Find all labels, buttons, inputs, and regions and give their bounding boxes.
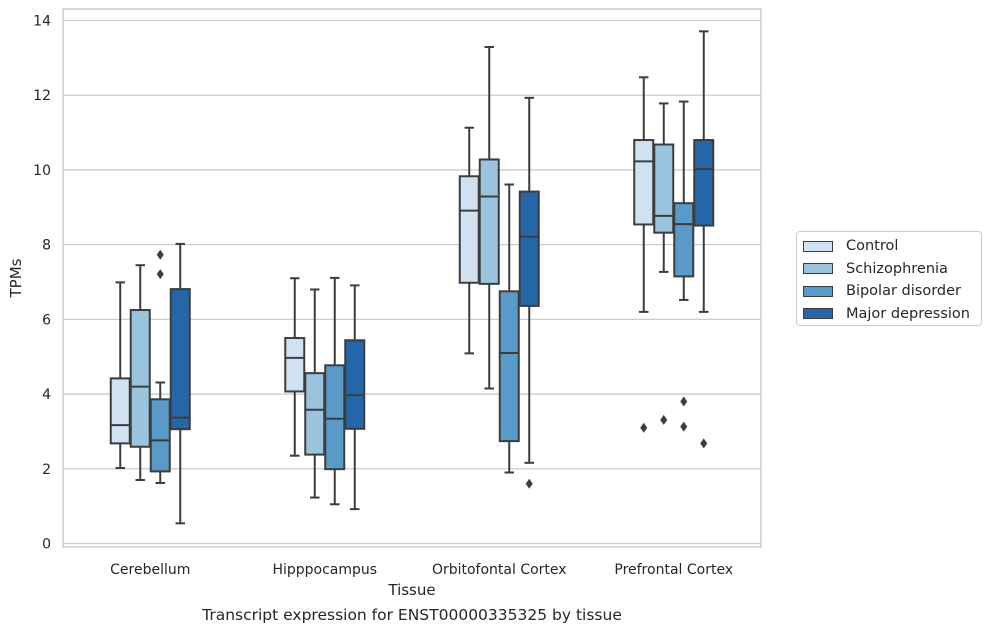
legend-item: Major depression — [803, 303, 981, 326]
box-schizophrenia — [129, 264, 151, 481]
legend-label: Schizophrenia — [846, 260, 948, 277]
y-tick-label: 8 — [42, 238, 51, 254]
box-control — [284, 277, 306, 457]
x-axis-label: Tissue — [387, 581, 435, 599]
x-tick-label: Orbitofontal Cortex — [432, 562, 567, 578]
box-iqr — [498, 290, 520, 443]
legend-label: Control — [846, 238, 899, 255]
y-tick-label: 4 — [42, 387, 51, 403]
legend-item: Control — [803, 235, 981, 258]
x-tick-label: Prefrontal Cortex — [614, 562, 733, 578]
outlier-point — [525, 478, 533, 489]
box-schizophrenia — [304, 288, 326, 499]
y-tick-label: 14 — [33, 14, 51, 30]
box-iqr — [673, 202, 695, 278]
box-iqr — [653, 143, 675, 234]
box-control — [633, 76, 655, 433]
y-tick-labels: 0 2 4 6 8 10 12 14 — [33, 14, 51, 553]
box-schizophrenia — [653, 102, 675, 425]
box-schizophrenia — [478, 46, 500, 390]
legend: Control Schizophrenia Bipolar disorder Majo… — [796, 231, 982, 326]
outlier-point — [660, 414, 668, 425]
box-iqr — [344, 339, 366, 430]
box-iqr — [109, 377, 131, 445]
y-tick-label: 6 — [42, 312, 51, 328]
x-tick-label: Cerebellum — [110, 562, 190, 578]
box-iqr — [129, 309, 151, 448]
y-tick-label: 2 — [42, 462, 51, 478]
outlier-point — [700, 438, 708, 449]
box-iqr — [324, 364, 346, 471]
box-major-depression — [518, 96, 540, 489]
legend-item: Bipolar disorder — [803, 280, 981, 303]
box-bipolar-disorder — [149, 249, 171, 484]
box-bipolar-disorder — [673, 100, 695, 432]
box-iqr — [478, 158, 500, 285]
plot-frame — [62, 8, 762, 548]
y-tick-label: 12 — [33, 88, 51, 104]
outlier-point — [680, 396, 688, 407]
box-bipolar-disorder — [324, 276, 346, 506]
legend-swatch — [803, 308, 833, 320]
legend-swatch — [803, 240, 833, 252]
y-tick-label: 0 — [42, 537, 51, 553]
box-bipolar-disorder — [498, 183, 520, 474]
outlier-point — [156, 249, 164, 260]
x-tick-label: Hipppocampus — [272, 562, 377, 578]
box-major-depression — [169, 242, 191, 525]
box-iqr — [458, 175, 480, 284]
box-iqr — [633, 139, 655, 226]
legend-swatch — [803, 263, 833, 275]
boxes — [109, 30, 715, 525]
box-iqr — [518, 190, 540, 307]
chart-caption: Transcript expression for ENST0000033532… — [202, 606, 622, 624]
box-control — [109, 281, 131, 470]
box-iqr — [304, 372, 326, 456]
box-iqr — [169, 288, 191, 431]
box-major-depression — [693, 30, 715, 449]
outlier-point — [680, 421, 688, 432]
outlier-point — [156, 269, 164, 280]
y-axis-label: TPMs — [7, 258, 25, 298]
legend-item: Schizophrenia — [803, 258, 981, 281]
box-iqr — [149, 398, 171, 473]
box-iqr — [693, 139, 715, 227]
box-control — [458, 126, 480, 355]
outlier-point — [640, 422, 648, 433]
x-tick-labels: Cerebellum Hipppocampus Orbitofontal Corte… — [110, 562, 733, 578]
legend-label: Major depression — [846, 305, 970, 322]
box-iqr — [284, 337, 306, 393]
box-major-depression — [344, 284, 366, 511]
legend-swatch — [803, 285, 833, 297]
y-tick-label: 10 — [33, 163, 51, 179]
legend-label: Bipolar disorder — [846, 283, 961, 300]
